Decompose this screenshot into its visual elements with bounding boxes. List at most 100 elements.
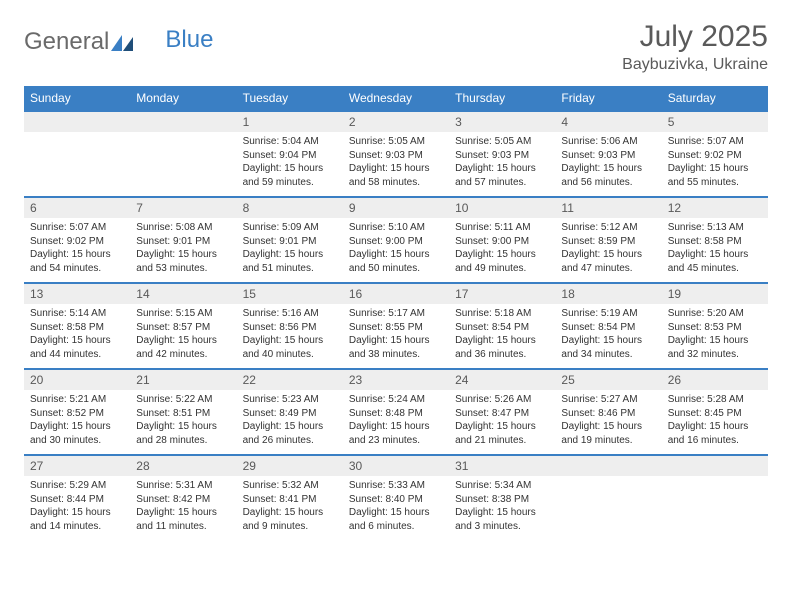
day-data: Sunrise: 5:05 AMSunset: 9:03 PMDaylight:… [449, 132, 555, 193]
day-number: 14 [130, 284, 236, 304]
day-header-wednesday: Wednesday [343, 86, 449, 111]
week-row: 27Sunrise: 5:29 AMSunset: 8:44 PMDayligh… [24, 455, 768, 541]
day-cell: 20Sunrise: 5:21 AMSunset: 8:52 PMDayligh… [24, 369, 130, 455]
sunrise: Sunrise: 5:28 AM [668, 393, 762, 407]
day-data: Sunrise: 5:10 AMSunset: 9:00 PMDaylight:… [343, 218, 449, 279]
day-number: 3 [449, 112, 555, 132]
sunrise: Sunrise: 5:32 AM [243, 479, 337, 493]
sunrise: Sunrise: 5:08 AM [136, 221, 230, 235]
day-number: 29 [237, 456, 343, 476]
sunrise: Sunrise: 5:34 AM [455, 479, 549, 493]
daylight: Daylight: 15 hours and 57 minutes. [455, 162, 549, 189]
daylight: Daylight: 15 hours and 55 minutes. [668, 162, 762, 189]
day-data: Sunrise: 5:33 AMSunset: 8:40 PMDaylight:… [343, 476, 449, 537]
sunset: Sunset: 8:42 PM [136, 493, 230, 507]
day-data: Sunrise: 5:20 AMSunset: 8:53 PMDaylight:… [662, 304, 768, 365]
day-number-empty [130, 112, 236, 132]
sunset: Sunset: 9:03 PM [349, 149, 443, 163]
day-header-thursday: Thursday [449, 86, 555, 111]
sunset: Sunset: 8:48 PM [349, 407, 443, 421]
daylight: Daylight: 15 hours and 3 minutes. [455, 506, 549, 533]
daylight: Daylight: 15 hours and 51 minutes. [243, 248, 337, 275]
sunrise: Sunrise: 5:20 AM [668, 307, 762, 321]
sunrise: Sunrise: 5:14 AM [30, 307, 124, 321]
day-number: 15 [237, 284, 343, 304]
sunrise: Sunrise: 5:07 AM [668, 135, 762, 149]
sunset: Sunset: 8:54 PM [561, 321, 655, 335]
logo-text-a: General [24, 28, 109, 56]
week-row: 13Sunrise: 5:14 AMSunset: 8:58 PMDayligh… [24, 283, 768, 369]
daylight: Daylight: 15 hours and 40 minutes. [243, 334, 337, 361]
sunset: Sunset: 8:53 PM [668, 321, 762, 335]
sunset: Sunset: 8:44 PM [30, 493, 124, 507]
daylight: Daylight: 15 hours and 28 minutes. [136, 420, 230, 447]
calendar-body: 1Sunrise: 5:04 AMSunset: 9:04 PMDaylight… [24, 111, 768, 541]
day-cell: 26Sunrise: 5:28 AMSunset: 8:45 PMDayligh… [662, 369, 768, 455]
sunset: Sunset: 8:54 PM [455, 321, 549, 335]
week-row: 6Sunrise: 5:07 AMSunset: 9:02 PMDaylight… [24, 197, 768, 283]
sunset: Sunset: 8:58 PM [668, 235, 762, 249]
day-number-empty [555, 456, 661, 476]
day-number: 11 [555, 198, 661, 218]
sunset: Sunset: 9:04 PM [243, 149, 337, 163]
location: Baybuzivka, Ukraine [622, 56, 768, 74]
sunset: Sunset: 8:40 PM [349, 493, 443, 507]
sunset: Sunset: 8:51 PM [136, 407, 230, 421]
day-header-tuesday: Tuesday [237, 86, 343, 111]
calendar-table: SundayMondayTuesdayWednesdayThursdayFrid… [24, 86, 768, 541]
day-cell: 6Sunrise: 5:07 AMSunset: 9:02 PMDaylight… [24, 197, 130, 283]
day-cell: 27Sunrise: 5:29 AMSunset: 8:44 PMDayligh… [24, 455, 130, 541]
day-data: Sunrise: 5:28 AMSunset: 8:45 PMDaylight:… [662, 390, 768, 451]
day-number-empty [24, 112, 130, 132]
daylight: Daylight: 15 hours and 11 minutes. [136, 506, 230, 533]
logo-text-b: Blue [165, 26, 213, 54]
sunrise: Sunrise: 5:07 AM [30, 221, 124, 235]
day-number: 12 [662, 198, 768, 218]
daylight: Daylight: 15 hours and 42 minutes. [136, 334, 230, 361]
day-data: Sunrise: 5:17 AMSunset: 8:55 PMDaylight:… [343, 304, 449, 365]
day-number: 10 [449, 198, 555, 218]
daylight: Daylight: 15 hours and 34 minutes. [561, 334, 655, 361]
sunset: Sunset: 8:59 PM [561, 235, 655, 249]
daylight: Daylight: 15 hours and 38 minutes. [349, 334, 443, 361]
day-number: 9 [343, 198, 449, 218]
day-cell [555, 455, 661, 541]
day-number-empty [662, 456, 768, 476]
daylight: Daylight: 15 hours and 54 minutes. [30, 248, 124, 275]
daylight: Daylight: 15 hours and 23 minutes. [349, 420, 443, 447]
day-data: Sunrise: 5:09 AMSunset: 9:01 PMDaylight:… [237, 218, 343, 279]
daylight: Daylight: 15 hours and 14 minutes. [30, 506, 124, 533]
day-data: Sunrise: 5:29 AMSunset: 8:44 PMDaylight:… [24, 476, 130, 537]
day-number: 21 [130, 370, 236, 390]
day-cell: 8Sunrise: 5:09 AMSunset: 9:01 PMDaylight… [237, 197, 343, 283]
day-data: Sunrise: 5:32 AMSunset: 8:41 PMDaylight:… [237, 476, 343, 537]
day-data: Sunrise: 5:16 AMSunset: 8:56 PMDaylight:… [237, 304, 343, 365]
sunset: Sunset: 8:41 PM [243, 493, 337, 507]
sunset: Sunset: 8:46 PM [561, 407, 655, 421]
sunrise: Sunrise: 5:16 AM [243, 307, 337, 321]
day-data: Sunrise: 5:22 AMSunset: 8:51 PMDaylight:… [130, 390, 236, 451]
day-number: 24 [449, 370, 555, 390]
sunrise: Sunrise: 5:13 AM [668, 221, 762, 235]
day-number: 23 [343, 370, 449, 390]
sunrise: Sunrise: 5:10 AM [349, 221, 443, 235]
week-row: 20Sunrise: 5:21 AMSunset: 8:52 PMDayligh… [24, 369, 768, 455]
day-cell: 29Sunrise: 5:32 AMSunset: 8:41 PMDayligh… [237, 455, 343, 541]
day-cell: 12Sunrise: 5:13 AMSunset: 8:58 PMDayligh… [662, 197, 768, 283]
sunset: Sunset: 9:01 PM [243, 235, 337, 249]
sunrise: Sunrise: 5:26 AM [455, 393, 549, 407]
day-data: Sunrise: 5:15 AMSunset: 8:57 PMDaylight:… [130, 304, 236, 365]
day-cell [130, 111, 236, 197]
day-number: 28 [130, 456, 236, 476]
daylight: Daylight: 15 hours and 49 minutes. [455, 248, 549, 275]
daylight: Daylight: 15 hours and 6 minutes. [349, 506, 443, 533]
daylight: Daylight: 15 hours and 21 minutes. [455, 420, 549, 447]
day-data: Sunrise: 5:21 AMSunset: 8:52 PMDaylight:… [24, 390, 130, 451]
daylight: Daylight: 15 hours and 30 minutes. [30, 420, 124, 447]
sunrise: Sunrise: 5:24 AM [349, 393, 443, 407]
day-data: Sunrise: 5:04 AMSunset: 9:04 PMDaylight:… [237, 132, 343, 193]
day-data: Sunrise: 5:14 AMSunset: 8:58 PMDaylight:… [24, 304, 130, 365]
daylight: Daylight: 15 hours and 59 minutes. [243, 162, 337, 189]
sunrise: Sunrise: 5:05 AM [455, 135, 549, 149]
sunrise: Sunrise: 5:09 AM [243, 221, 337, 235]
